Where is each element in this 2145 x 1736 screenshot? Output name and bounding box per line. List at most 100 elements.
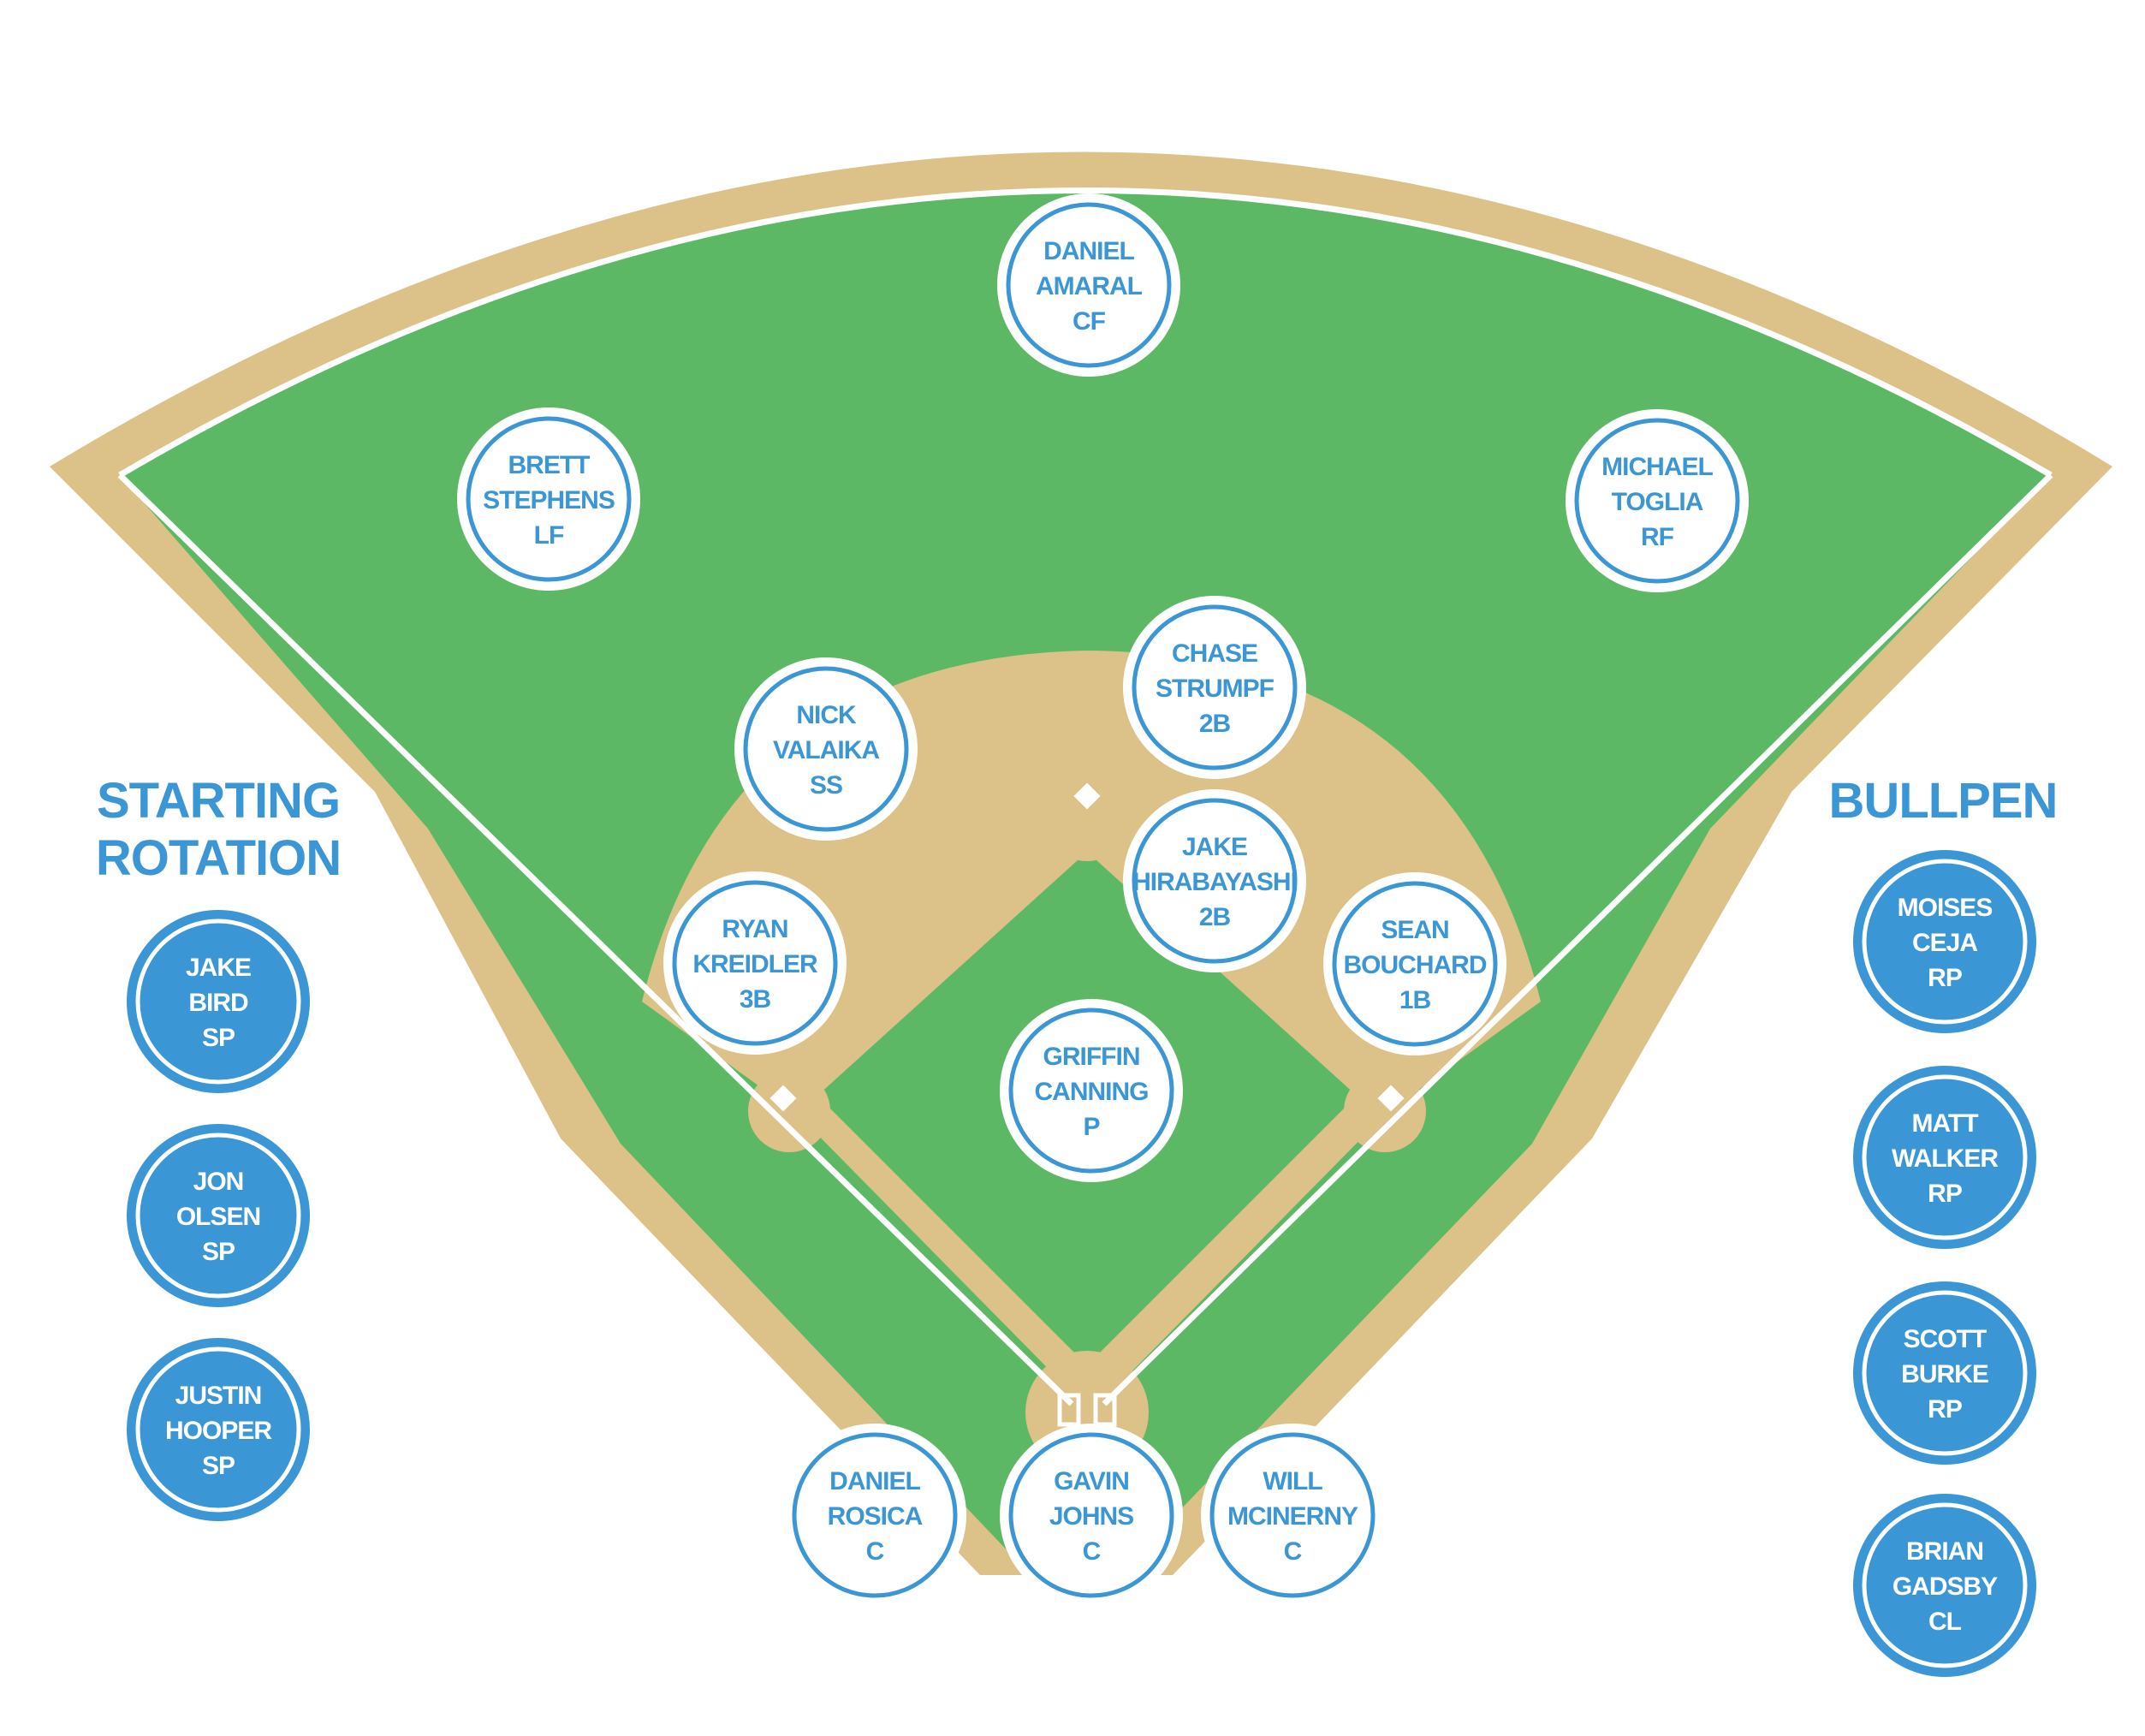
player-c-left-marker[interactable]: DANIEL ROSICA C (783, 1424, 966, 1607)
bullpen-pitcher-4-last-name: GADSBY (1892, 1573, 1998, 1601)
player-p-marker[interactable]: GRIFFIN CANNING P (1000, 999, 1183, 1182)
player-c-left-position: C (866, 1537, 884, 1566)
player-2b-a-position: 2B (1199, 710, 1231, 738)
bullpen-pitcher-1-last-name: CEJA (1912, 929, 1977, 957)
foul-line-outfield (118, 187, 2053, 479)
starting-pitcher-3-first-name: JUSTIN (175, 1382, 262, 1410)
player-c-mid-position: C (1083, 1537, 1101, 1566)
player-lf-position: LF (534, 521, 564, 550)
player-3b-last-name: KREIDLER (692, 950, 818, 978)
foul-line-right (1102, 473, 2053, 1406)
player-cf-position: CF (1072, 307, 1106, 336)
starting-pitcher-3-position: SP (202, 1452, 235, 1480)
starting-pitcher-2-last-name: OLSEN (176, 1203, 260, 1231)
starting-pitcher-2-marker[interactable]: JON OLSEN SP (127, 1124, 310, 1307)
player-cf-inner-ring (1006, 202, 1172, 368)
player-p-inner-ring (1008, 1008, 1174, 1174)
starting-pitcher-1-last-name: BIRD (188, 989, 248, 1017)
player-rf-position: RF (1641, 523, 1674, 551)
player-2b-a-first-name: CHASE (1172, 639, 1257, 668)
player-3b-position: 3B (740, 985, 771, 1014)
player-cf-first-name: DANIEL (1043, 237, 1134, 265)
player-c-mid-last-name: JOHNS (1049, 1502, 1133, 1531)
player-p-position: P (1083, 1113, 1099, 1141)
player-rf-last-name: TOGLIA (1612, 488, 1703, 516)
player-3b-marker[interactable]: RYAN KREIDLER 3B (663, 871, 847, 1055)
starting-pitcher-2-inner-ring (135, 1133, 301, 1299)
player-c-mid-inner-ring (1008, 1432, 1174, 1598)
batters-box-left (1057, 1393, 1081, 1427)
bullpen-pitcher-4-position: CL (1928, 1608, 1962, 1636)
player-c-right-inner-ring (1209, 1432, 1376, 1598)
player-lf-inner-ring (466, 416, 632, 582)
player-c-right-first-name: WILL (1263, 1467, 1322, 1495)
player-markers: DANIEL AMARAL CF BRETT STEPHENS LF MICHAEL TOGL… (127, 193, 2036, 1677)
starting-pitcher-3-inner-ring (135, 1347, 301, 1513)
player-1b-first-name: SEAN (1381, 916, 1448, 944)
player-rf-first-name: MICHAEL (1601, 453, 1713, 481)
bullpen-pitcher-4-inner-ring (1862, 1502, 2028, 1668)
second-base-cutout (1046, 779, 1128, 861)
bullpen-pitcher-1-position: RP (1928, 964, 1962, 992)
bullpen-pitcher-2-inner-ring (1862, 1074, 2028, 1240)
starting-pitcher-2-first-name: JON (193, 1168, 244, 1196)
player-c-right-marker[interactable]: WILL MCINERNY C (1201, 1424, 1384, 1607)
player-c-left-inner-ring (792, 1432, 958, 1598)
bullpen-pitcher-2-last-name: WALKER (1892, 1144, 1999, 1173)
player-rf-marker[interactable]: MICHAEL TOGLIA RF (1566, 409, 1749, 592)
first-base (1377, 1085, 1405, 1112)
starting-pitcher-3-marker[interactable]: JUSTIN HOOPER SP (127, 1338, 310, 1521)
bullpen-pitcher-2-position: RP (1928, 1180, 1962, 1208)
player-2b-b-first-name: JAKE (1182, 833, 1247, 861)
player-p-last-name: CANNING (1035, 1078, 1149, 1106)
player-3b-inner-ring (672, 880, 838, 1046)
player-lf-marker[interactable]: BRETT STEPHENS LF (457, 407, 640, 591)
player-3b-first-name: RYAN (722, 915, 787, 943)
bullpen-pitcher-4-first-name: BRIAN (1906, 1537, 1983, 1566)
foul-line-left (117, 473, 1074, 1406)
player-ss-last-name: VALAIKA (773, 736, 879, 764)
bullpen-pitcher-2-first-name: MATT (1911, 1109, 1978, 1138)
player-lf-first-name: BRETT (508, 451, 591, 479)
player-cf-marker[interactable]: DANIEL AMARAL CF (997, 193, 1180, 377)
player-2b-a-inner-ring (1132, 604, 1298, 770)
player-2b-a-marker[interactable]: CHASE STRUMPF 2B (1123, 596, 1306, 779)
player-lf-last-name: STEPHENS (483, 486, 615, 514)
bullpen-pitcher-1-first-name: MOISES (1898, 894, 1993, 922)
player-cf-last-name: AMARAL (1036, 272, 1143, 300)
starting-pitcher-1-position: SP (202, 1024, 235, 1052)
bullpen-pitcher-3-marker[interactable]: SCOTT BURKE RP (1853, 1281, 2036, 1465)
bullpen-pitcher-3-first-name: SCOTT (1904, 1325, 1987, 1353)
bullpen-pitcher-4-marker[interactable]: BRIAN GADSBY CL (1853, 1494, 2036, 1677)
starting-rotation-heading: ROTATION (96, 830, 341, 886)
bullpen-pitcher-2-marker[interactable]: MATT WALKER RP (1853, 1066, 2036, 1249)
player-2b-b-last-name: HIRABAYASHI (1132, 868, 1297, 896)
bullpen-pitcher-1-marker[interactable]: MOISES CEJA RP (1853, 850, 2036, 1033)
batters-box-right (1093, 1393, 1117, 1427)
player-ss-first-name: NICK (796, 701, 857, 729)
player-ss-position: SS (810, 771, 842, 800)
player-ss-inner-ring (743, 666, 909, 832)
player-c-right-position: C (1284, 1537, 1302, 1566)
bullpen-pitcher-1-inner-ring (1862, 859, 2028, 1025)
bullpen-pitcher-3-last-name: BURKE (1901, 1360, 1988, 1388)
starting-pitcher-3-last-name: HOOPER (165, 1417, 272, 1445)
player-1b-marker[interactable]: SEAN BOUCHARD 1B (1323, 872, 1506, 1055)
player-2b-b-marker[interactable]: JAKE HIRABAYASHI 2B (1123, 789, 1306, 972)
player-c-left-first-name: DANIEL (829, 1467, 920, 1495)
bullpen-pitcher-3-inner-ring (1862, 1290, 2028, 1456)
player-c-mid-marker[interactable]: GAVIN JOHNS C (1000, 1424, 1183, 1607)
starting-pitcher-1-marker[interactable]: JAKE BIRD SP (127, 910, 310, 1093)
starting-pitcher-2-position: SP (202, 1238, 235, 1266)
player-ss-marker[interactable]: NICK VALAIKA SS (734, 657, 918, 841)
player-2b-a-last-name: STRUMPF (1156, 675, 1275, 703)
player-c-left-last-name: ROSICA (828, 1502, 923, 1531)
starting-pitcher-1-first-name: JAKE (186, 954, 251, 982)
player-c-right-last-name: MCINERNY (1227, 1502, 1358, 1531)
player-c-mid-first-name: GAVIN (1054, 1467, 1129, 1495)
first-base-cutout (1344, 1070, 1426, 1152)
starting-pitcher-1-inner-ring (135, 919, 301, 1085)
player-1b-position: 1B (1399, 986, 1431, 1014)
player-p-first-name: GRIFFIN (1043, 1043, 1140, 1071)
